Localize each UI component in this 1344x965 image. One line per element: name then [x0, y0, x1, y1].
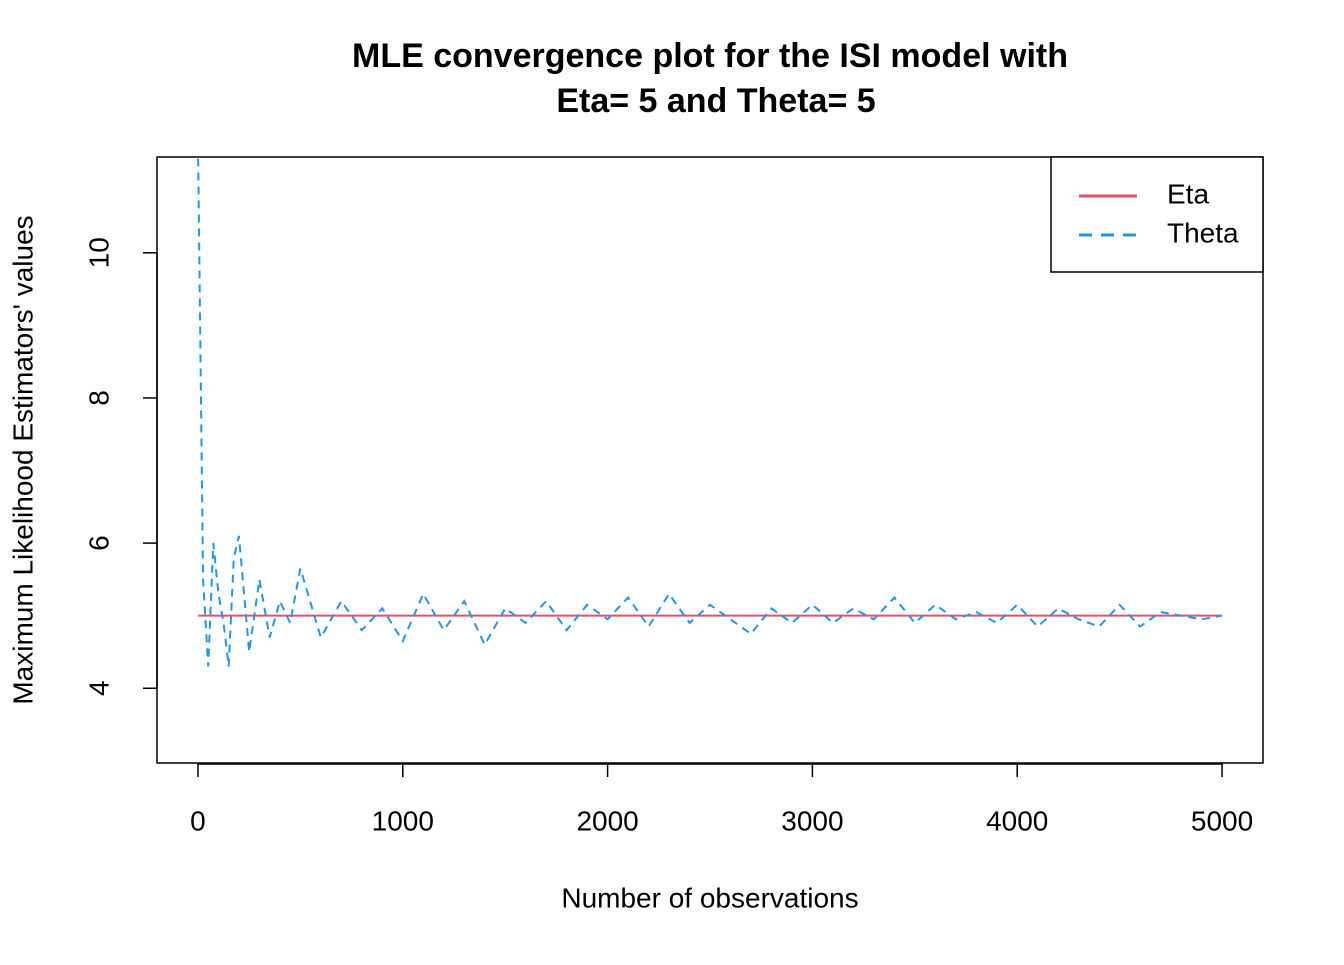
y-tick-label: 8 [83, 390, 114, 406]
x-axis-label: Number of observations [561, 882, 858, 913]
legend-label: Eta [1167, 178, 1209, 209]
x-tick-label: 3000 [781, 805, 843, 836]
y-axis-label: Maximum Likelihood Estimators' values [7, 215, 38, 704]
y-tick-label: 10 [83, 237, 114, 268]
legend-label: Theta [1167, 217, 1239, 248]
x-tick-label: 2000 [576, 805, 638, 836]
x-tick-label: 1000 [372, 805, 434, 836]
x-tick-label: 4000 [986, 805, 1048, 836]
x-tick-label: 0 [190, 805, 206, 836]
series-line [197, 158, 1223, 667]
chart-title: MLE convergence plot for the ISI model w… [352, 37, 1068, 75]
y-tick-label: 6 [83, 535, 114, 551]
y-tick-label: 4 [83, 680, 114, 696]
chart-title: Eta= 5 and Theta= 5 [556, 82, 875, 120]
legend-box [1050, 156, 1264, 273]
x-tick-label: 5000 [1191, 805, 1253, 836]
